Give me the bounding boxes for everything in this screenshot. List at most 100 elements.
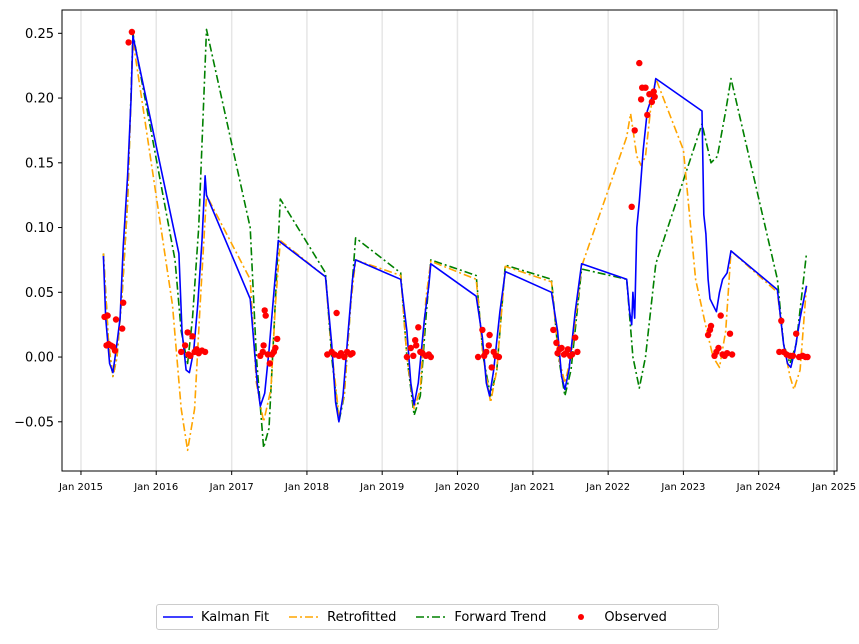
observed-point [413, 342, 420, 349]
observed-point [189, 333, 196, 340]
y-tick-label: 0.20 [25, 92, 54, 107]
observed-point [272, 344, 279, 352]
observed-point [707, 322, 715, 330]
legend: Kalman Fit Retrofitted Forward Trend Obs… [156, 604, 719, 630]
observed-point [572, 334, 579, 341]
x-tick-label: Jan 2019 [359, 482, 404, 493]
observed-point [642, 84, 649, 91]
observed-point [488, 364, 495, 371]
x-tick-label: Jan 2024 [736, 482, 781, 493]
observed-point [128, 28, 136, 36]
observed-point [266, 360, 273, 367]
observed-point [483, 348, 490, 356]
observed-point [274, 335, 281, 343]
observed-point [415, 324, 422, 331]
observed-point [111, 347, 119, 354]
observed-point [260, 342, 267, 349]
series-line-forward-trend [102, 28, 808, 449]
observed-point [717, 312, 724, 319]
observed-point [558, 344, 565, 352]
observed-point [550, 326, 557, 334]
observed-point [181, 342, 189, 349]
legend-item-retrofitted: Retrofitted [289, 610, 396, 625]
x-tick-label: Jan 2022 [585, 482, 630, 493]
observed-point [403, 353, 411, 361]
x-tick-label: Jan 2018 [284, 482, 329, 493]
observed-point [341, 353, 348, 361]
y-tick-label: 0.05 [25, 286, 54, 301]
y-tick-label: 0.25 [25, 27, 54, 42]
x-tick-label: Jan 2020 [434, 482, 479, 493]
observed-point [650, 88, 657, 95]
observed-point [112, 316, 120, 323]
observed-point [778, 317, 785, 324]
grid-layer [80, 10, 835, 471]
observed-point [631, 127, 638, 134]
observed-point [651, 93, 658, 101]
observed-point [427, 353, 434, 361]
observed-point [187, 352, 194, 359]
plot-frame [61, 9, 838, 472]
observed-point [119, 325, 126, 332]
observed-point [485, 342, 492, 349]
observed-point [723, 350, 731, 357]
x-tick-label: Jan 2021 [510, 482, 555, 493]
legend-item-forward: Forward Trend [416, 610, 546, 625]
x-axis: Jan 2015 Jan 2016 Jan 2017 Jan 2018 Jan 2019… [58, 471, 856, 493]
observed-points [101, 28, 811, 371]
observed-point [495, 353, 503, 361]
legend-label-kalman: Kalman Fit [201, 609, 270, 625]
observed-point [636, 59, 643, 67]
legend-item-kalman: Kalman Fit [163, 610, 269, 625]
legend-swatch-kalman [163, 616, 193, 618]
observed-point [125, 39, 132, 46]
y-tick-label: 0.00 [25, 351, 54, 366]
observed-point [637, 96, 645, 103]
y-tick-label: 0.10 [25, 221, 54, 236]
legend-label-observed: Observed [604, 609, 667, 625]
observed-point [648, 98, 656, 106]
observed-point [726, 330, 734, 337]
x-tick-label: Jan 2015 [58, 482, 103, 493]
observed-point [333, 309, 340, 317]
observed-point [262, 312, 269, 319]
legend-label-retrofitted: Retrofitted [327, 609, 397, 625]
observed-point [104, 312, 111, 319]
x-tick-label: Jan 2016 [133, 482, 178, 493]
series-line-retrofitted [102, 38, 808, 452]
observed-point [628, 203, 635, 210]
observed-point [728, 351, 736, 358]
legend-swatch-retrofitted [289, 616, 320, 618]
observed-point [644, 111, 651, 119]
observed-point [178, 348, 185, 356]
observed-point [789, 352, 797, 359]
observed-point [804, 353, 811, 361]
legend-swatch-observed [578, 614, 585, 620]
observed-point [120, 299, 127, 306]
observed-point [184, 329, 191, 336]
observed-point [715, 344, 722, 352]
legend-label-forward: Forward Trend [454, 609, 547, 625]
observed-point [568, 351, 576, 358]
observed-point [793, 330, 800, 337]
y-tick-label: 0.15 [25, 156, 54, 171]
observed-point [412, 337, 419, 344]
plot-background [62, 10, 837, 471]
legend-swatch-forward [416, 616, 447, 618]
observed-point [410, 352, 417, 359]
legend-item-observed: Observed [566, 610, 667, 625]
y-tick-label: −0.05 [14, 415, 54, 430]
observed-point [259, 348, 266, 356]
observed-point [574, 348, 581, 356]
observed-point [479, 326, 486, 334]
observed-point [486, 331, 493, 339]
observed-point [261, 307, 268, 314]
observed-point [349, 350, 356, 357]
observed-point [407, 344, 414, 352]
x-tick-label: Jan 2017 [209, 482, 254, 493]
x-tick-label: Jan 2025 [811, 482, 856, 493]
x-tick-label: Jan 2023 [660, 482, 705, 493]
y-axis: −0.05 0.00 0.05 0.10 0.15 0.20 0.25 [14, 27, 62, 430]
